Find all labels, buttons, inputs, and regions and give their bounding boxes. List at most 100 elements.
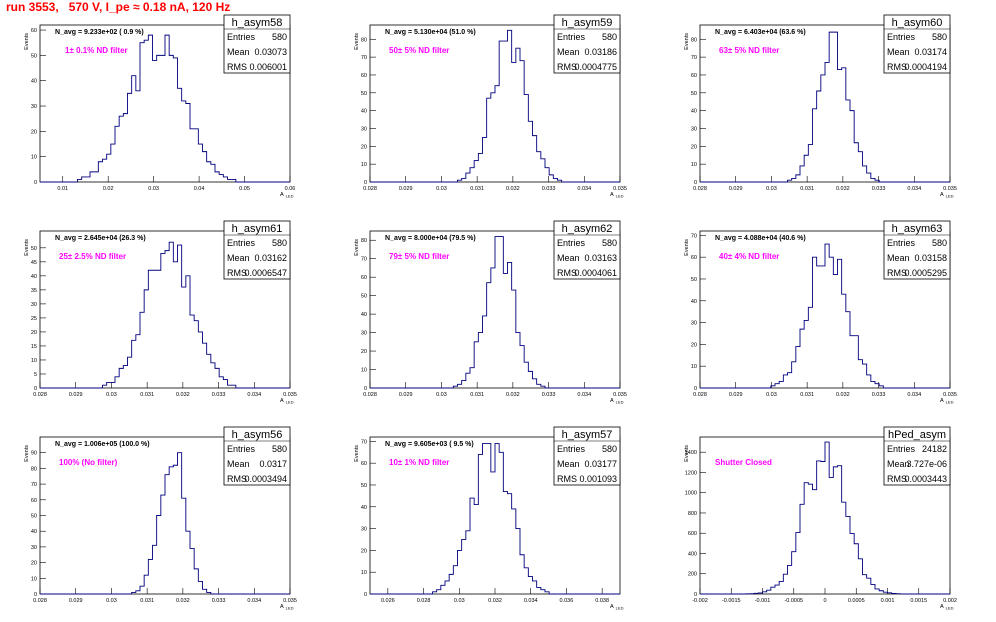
y-tick-label: 40 <box>361 505 367 511</box>
x-axis-title: A LED <box>610 604 624 611</box>
y-tick-label: 200 <box>688 572 697 578</box>
x-axis-title-sub: LED <box>946 194 954 199</box>
x-tick-label: 0.031 <box>140 598 154 604</box>
x-tick-label: 0.031 <box>800 392 814 398</box>
y-tick-label: 40 <box>361 312 367 318</box>
y-tick-label: 50 <box>691 91 697 97</box>
stats-histogram-name: h_asym59 <box>562 17 613 29</box>
filter-label: 100% (No filter) <box>59 458 118 467</box>
x-tick-label: 0.033 <box>542 392 556 398</box>
x-axis-title-sub: LED <box>946 606 954 611</box>
y-tick-label: 0 <box>364 386 367 392</box>
y-tick-label: 90 <box>31 451 37 457</box>
x-tick-label: 0.029 <box>69 392 83 398</box>
stats-label: Mean <box>887 47 910 57</box>
histogram-panel-h_asym57: 0 10 20 30 40 50 60 70 0.026 0.028 0.03 0.032 0.034 0… <box>354 426 624 611</box>
x-tick-label: 0.031 <box>140 392 154 398</box>
stats-label: Entries <box>227 32 256 42</box>
y-tick-label: 20 <box>361 349 367 355</box>
y-tick-label: 0 <box>364 180 367 186</box>
stats-histogram-name: h_asym58 <box>232 17 283 29</box>
x-tick-label: 0.033 <box>542 186 556 192</box>
y-tick-label: 60 <box>361 73 367 79</box>
x-axis-title: A LED <box>280 604 294 611</box>
y-tick-label: 5 <box>34 372 37 378</box>
stats-label: RMS <box>227 62 247 72</box>
stats-label: Entries <box>887 444 916 454</box>
histogram-panel-h_asym63: 0 10 20 30 40 50 60 70 0.028 0.029 0.03 0.031 0.032 0… <box>684 220 957 405</box>
stats-box <box>883 220 951 280</box>
x-tick-label: 0.034 <box>907 186 921 192</box>
y-tick-label: 50 <box>361 91 367 97</box>
x-tick-label: 0.026 <box>381 598 395 604</box>
x-axis-title: A LED <box>940 604 954 611</box>
x-axis-title-sub: LED <box>616 606 624 611</box>
x-tick-label: 0.034 <box>577 392 591 398</box>
y-tick-label: 30 <box>361 527 367 533</box>
y-tick-label: 0 <box>364 592 367 598</box>
histogram-panel-h_asym56: 0 10 20 30 40 50 60 70 80 90 0.028 0.029 0.03 0.031 0.… <box>24 426 297 611</box>
x-tick-label: 0.002 <box>943 598 957 604</box>
filter-label: Shutter Closed <box>715 458 772 467</box>
histogram-curve <box>40 241 290 389</box>
y-tick-label: 10 <box>361 570 367 576</box>
x-tick-label: 0.035 <box>613 392 627 398</box>
stats-value: 0.0317 <box>259 459 287 469</box>
y-tick-label: 70 <box>361 257 367 263</box>
navg-label: N_avg = 6.403e+04 (63.6 %) <box>715 29 806 36</box>
stats-value: 580 <box>602 238 617 248</box>
y-tick-label: 70 <box>31 482 37 488</box>
x-tick-label: 0.032 <box>506 392 520 398</box>
stats-label: RMS <box>557 474 577 484</box>
x-tick-label: 0.033 <box>872 392 886 398</box>
navg-label: N_avg = 2.645e+04 (26.3 %) <box>55 235 146 242</box>
stats-value: 3.727e-06 <box>906 459 947 469</box>
x-tick-label: 0.034 <box>247 598 261 604</box>
histogram-curve <box>370 236 620 389</box>
x-tick-label: 0.03 <box>766 392 777 398</box>
histogram-panel-hPed_asym: 0 200 400 600 800 1000 1200 1400 -0.002 -0.0015 -0… <box>684 426 957 611</box>
stats-label: Mean <box>227 47 250 57</box>
filter-label: 25± 2.5% ND filter <box>59 252 126 261</box>
stats-value: 0.0006547 <box>244 268 287 278</box>
x-tick-label: 0.04 <box>194 186 205 192</box>
filter-label: 40± 4% ND filter <box>719 252 779 261</box>
y-axis-title: Events <box>24 239 30 256</box>
y-tick-label: 10 <box>31 155 37 161</box>
y-tick-label: 15 <box>31 344 37 350</box>
y-tick-label: 50 <box>691 277 697 283</box>
x-axis-title-sub: LED <box>946 400 954 405</box>
y-tick-label: 20 <box>31 129 37 135</box>
x-tick-label: 0.02 <box>103 186 114 192</box>
y-tick-label: 50 <box>31 53 37 59</box>
y-tick-label: 400 <box>688 551 697 557</box>
x-axis-title: A LED <box>280 192 294 199</box>
filter-label: 1± 0.1% ND filter <box>65 46 128 55</box>
x-tick-label: 0.032 <box>836 392 850 398</box>
histogram-curve <box>700 243 950 389</box>
y-tick-label: 60 <box>361 275 367 281</box>
x-tick-label: 0.03 <box>454 598 465 604</box>
histogram-panel-h_asym59: 0 10 20 30 40 50 60 70 80 0.028 0.029 0.03 0.031 0.03… <box>354 14 627 199</box>
y-tick-label: 20 <box>691 342 697 348</box>
x-axis-title-sub: LED <box>616 194 624 199</box>
stats-value: 580 <box>932 32 947 42</box>
x-axis-title: A LED <box>610 192 624 199</box>
stats-label: RMS <box>887 474 907 484</box>
stats-value: 0.0004061 <box>574 268 617 278</box>
x-tick-label: 0.033 <box>872 186 886 192</box>
y-tick-label: 10 <box>691 162 697 168</box>
x-tick-label: 0.0005 <box>848 598 865 604</box>
x-tick-label: 0.038 <box>595 598 609 604</box>
stats-value: 580 <box>272 32 287 42</box>
stats-label: Mean <box>887 459 910 469</box>
y-tick-label: 600 <box>688 531 697 537</box>
x-tick-label: 0.032 <box>176 392 190 398</box>
y-axis-title: Events <box>24 445 30 462</box>
stats-value: 0.03158 <box>914 253 947 263</box>
stats-label: Entries <box>227 238 256 248</box>
x-tick-label: 0.028 <box>363 392 377 398</box>
x-tick-label: 0.029 <box>399 186 413 192</box>
stats-value: 0.03163 <box>584 253 617 263</box>
